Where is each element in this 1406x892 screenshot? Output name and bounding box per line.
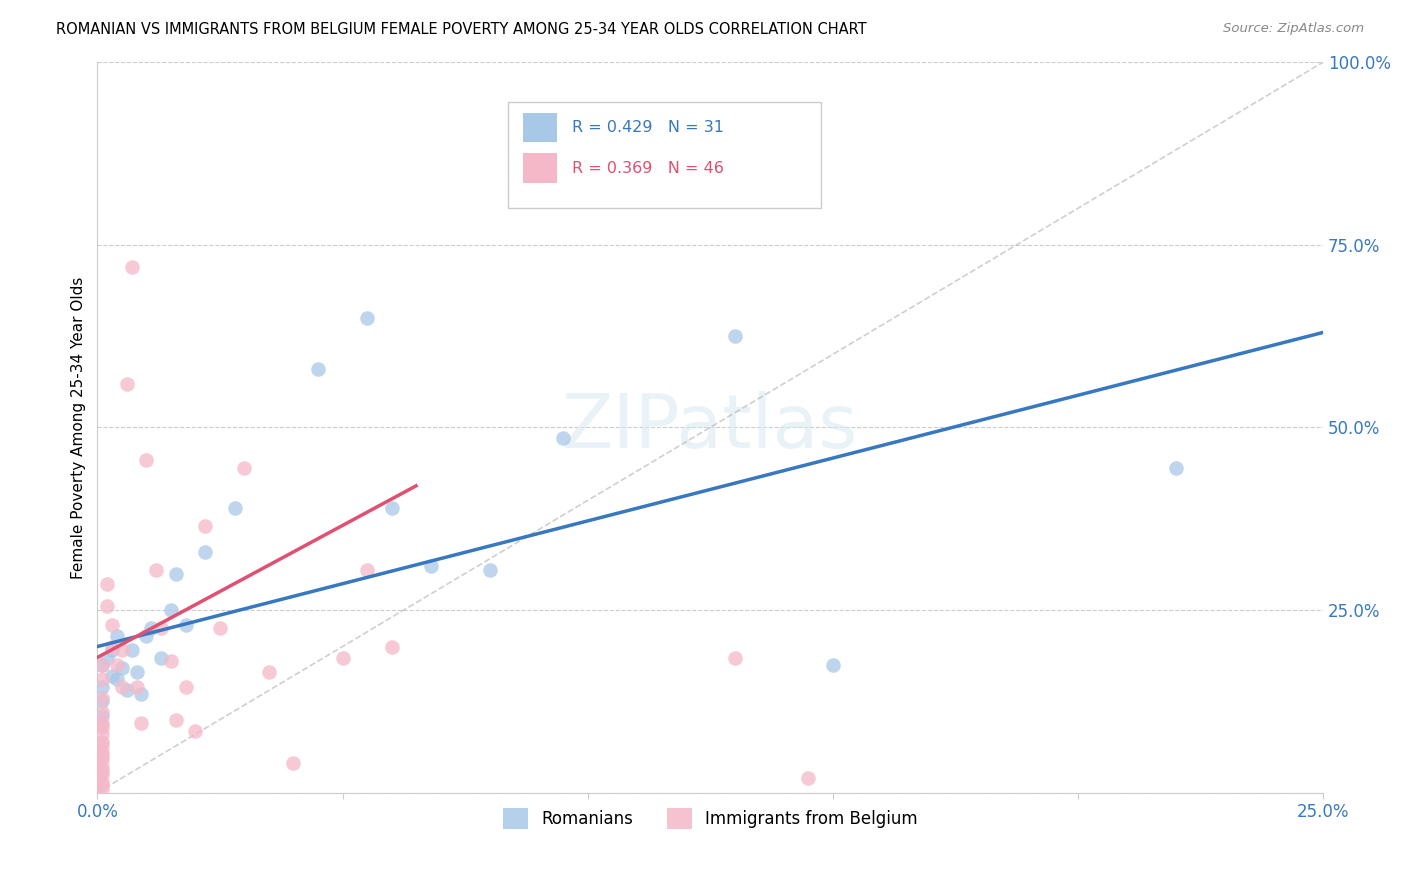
Point: [105, 629, 128, 643]
Point: [150, 621, 173, 635]
Text: R = 0.369   N = 46: R = 0.369 N = 46: [572, 161, 724, 176]
Point: [135, 453, 157, 467]
Point: [91, 716, 114, 731]
FancyBboxPatch shape: [508, 103, 821, 208]
Point: [208, 621, 231, 635]
Point: [724, 329, 747, 343]
Point: [125, 665, 148, 679]
Point: [91, 774, 114, 789]
Point: [553, 431, 575, 445]
Point: [165, 713, 187, 727]
Point: [91, 782, 114, 797]
Point: [125, 680, 148, 694]
Point: [101, 617, 124, 632]
Point: [91, 764, 114, 778]
Text: R = 0.429   N = 31: R = 0.429 N = 31: [572, 120, 724, 136]
Point: [145, 563, 167, 577]
Point: [174, 617, 197, 632]
Point: [91, 706, 114, 720]
Point: [96, 650, 118, 665]
Point: [91, 749, 114, 764]
Point: [121, 643, 143, 657]
Bar: [523, 153, 557, 183]
Point: [224, 500, 246, 515]
Point: [307, 362, 329, 376]
Point: [724, 650, 747, 665]
Text: Source: ZipAtlas.com: Source: ZipAtlas.com: [1223, 22, 1364, 36]
Point: [121, 260, 143, 274]
Point: [111, 680, 134, 694]
Point: [101, 640, 124, 654]
Point: [111, 661, 134, 675]
Point: [91, 738, 114, 752]
Point: [91, 694, 114, 708]
Point: [797, 771, 820, 785]
Point: [233, 460, 256, 475]
Point: [141, 621, 163, 635]
Point: [91, 673, 114, 687]
Point: [380, 640, 402, 654]
Point: [101, 643, 124, 657]
Point: [101, 669, 124, 683]
Point: [91, 746, 114, 760]
Point: [115, 376, 138, 391]
Point: [131, 716, 153, 731]
Point: [115, 683, 138, 698]
Point: [478, 563, 501, 577]
Point: [91, 709, 114, 723]
Point: [165, 566, 187, 581]
Point: [105, 657, 128, 672]
Point: [91, 657, 114, 672]
Point: [332, 650, 354, 665]
Legend: Romanians, Immigrants from Belgium: Romanians, Immigrants from Belgium: [496, 802, 924, 836]
Point: [131, 687, 153, 701]
Point: [160, 654, 183, 668]
Point: [96, 577, 118, 591]
Point: [419, 559, 441, 574]
Point: [91, 657, 114, 672]
Bar: [523, 113, 557, 143]
Point: [91, 767, 114, 781]
Point: [105, 673, 128, 687]
Point: [91, 760, 114, 774]
Point: [194, 544, 217, 558]
Point: [111, 643, 134, 657]
Point: [184, 723, 207, 738]
Point: [91, 720, 114, 734]
Point: [380, 500, 402, 515]
Point: [91, 734, 114, 748]
Point: [150, 650, 173, 665]
Point: [1164, 460, 1187, 475]
Point: [91, 753, 114, 767]
Point: [160, 603, 183, 617]
Point: [283, 756, 305, 771]
Text: ZIPatlas: ZIPatlas: [562, 391, 859, 464]
Point: [257, 665, 280, 679]
Point: [135, 629, 157, 643]
Point: [174, 680, 197, 694]
Point: [96, 599, 118, 614]
Text: ROMANIAN VS IMMIGRANTS FROM BELGIUM FEMALE POVERTY AMONG 25-34 YEAR OLDS CORRELA: ROMANIAN VS IMMIGRANTS FROM BELGIUM FEMA…: [56, 22, 868, 37]
Point: [356, 563, 378, 577]
Point: [356, 310, 378, 325]
Point: [91, 727, 114, 741]
Point: [821, 657, 844, 672]
Point: [91, 690, 114, 705]
Point: [91, 680, 114, 694]
Y-axis label: Female Poverty Among 25-34 Year Olds: Female Poverty Among 25-34 Year Olds: [72, 277, 86, 579]
Point: [91, 778, 114, 792]
Point: [194, 519, 217, 533]
